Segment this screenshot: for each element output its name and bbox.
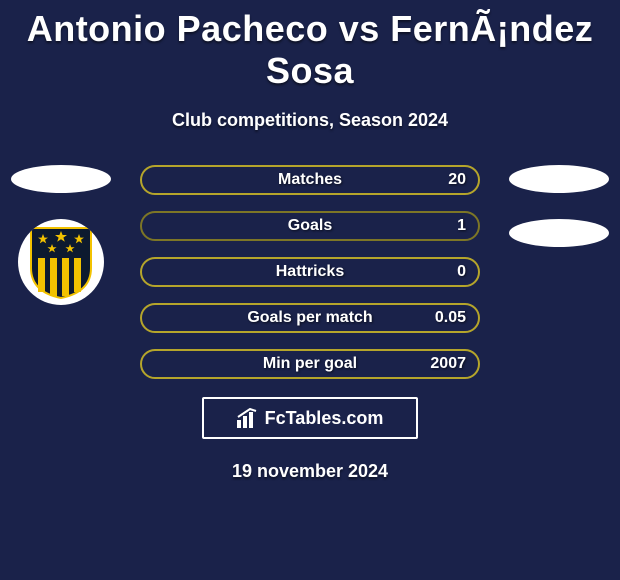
- stat-right-value: 20: [448, 167, 466, 193]
- player-avatar-placeholder: [11, 165, 111, 193]
- stat-bar-matches: Matches 20: [140, 165, 480, 195]
- player-avatar-placeholder: [509, 165, 609, 193]
- date-text: 19 november 2024: [0, 461, 620, 482]
- stat-bar-min-per-goal: Min per goal 2007: [140, 349, 480, 379]
- left-player-column: [6, 165, 116, 305]
- stat-right-value: 1: [457, 213, 466, 239]
- comparison-content: Matches 20 Goals 1 Hattricks 0 Goals per…: [0, 165, 620, 482]
- stat-label: Hattricks: [142, 259, 478, 285]
- stat-bars: Matches 20 Goals 1 Hattricks 0 Goals per…: [140, 165, 480, 379]
- brand-box: FcTables.com: [202, 397, 418, 439]
- stat-bar-goals: Goals 1: [140, 211, 480, 241]
- brand-text: FcTables.com: [265, 408, 384, 429]
- stat-label: Min per goal: [142, 351, 478, 377]
- stat-right-value: 2007: [430, 351, 466, 377]
- stat-right-value: 0: [457, 259, 466, 285]
- stat-label: Goals per match: [142, 305, 478, 331]
- right-player-column: [504, 165, 614, 273]
- club-placeholder: [509, 219, 609, 247]
- club-crest: [18, 219, 104, 305]
- stat-label: Matches: [142, 167, 478, 193]
- chart-icon: [237, 408, 259, 428]
- stat-right-value: 0.05: [435, 305, 466, 331]
- page-subtitle: Club competitions, Season 2024: [0, 110, 620, 131]
- stat-bar-hattricks: Hattricks 0: [140, 257, 480, 287]
- stat-bar-goals-per-match: Goals per match 0.05: [140, 303, 480, 333]
- page-title: Antonio Pacheco vs FernÃ¡ndez Sosa: [0, 0, 620, 92]
- stat-label: Goals: [142, 213, 478, 239]
- crest-icon: [26, 224, 96, 300]
